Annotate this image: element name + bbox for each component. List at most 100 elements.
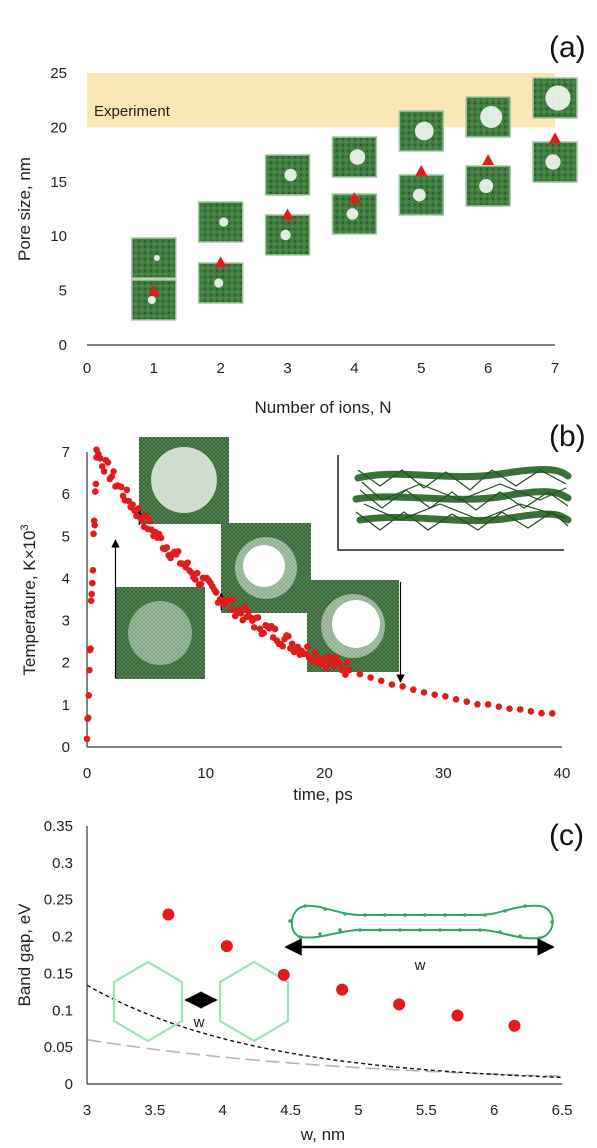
data-point (420, 689, 428, 696)
y-tick-label: 10 (50, 228, 67, 245)
y-tick-label: 0 (59, 337, 67, 354)
y-axis-label: Pore size, nm (15, 157, 34, 261)
data-point (157, 534, 165, 542)
data-point (484, 701, 492, 708)
data-point (367, 674, 374, 681)
data-point (336, 983, 349, 996)
y-tick-label: 15 (50, 174, 67, 191)
pore-snapshot (532, 77, 578, 183)
data-point (340, 666, 347, 673)
data-point (442, 692, 449, 700)
y-tick-labels: 0 1 2 3 4 5 6 7 (62, 444, 70, 756)
data-point (192, 576, 199, 583)
data-point (345, 666, 353, 674)
temperature-snapshots (115, 437, 399, 679)
data-point (110, 468, 117, 475)
data-markers (162, 908, 521, 1032)
y-tick-label: 0 (62, 739, 70, 756)
data-point (549, 132, 561, 144)
data-point (88, 590, 96, 598)
data-point (91, 521, 99, 529)
data-point (87, 597, 95, 604)
gray-fit-curve (86, 1038, 563, 1078)
data-point (516, 706, 524, 713)
data-point (123, 486, 131, 494)
data-point (92, 480, 100, 488)
data-point (241, 603, 248, 611)
data-point (277, 968, 290, 981)
y-tick-labels: 0 5 10 15 20 25 (50, 65, 67, 354)
data-point (548, 710, 556, 717)
data-point (452, 696, 460, 703)
pore-snapshots (131, 77, 578, 321)
x-tick-label: 5 (354, 1102, 362, 1119)
data-point (279, 642, 287, 650)
data-point (342, 671, 349, 678)
data-point (336, 660, 344, 667)
data-point (288, 640, 296, 648)
y-tick-label: 4 (62, 570, 70, 587)
data-point (237, 609, 245, 617)
data-point (98, 463, 106, 470)
data-point (212, 589, 220, 596)
data-point (302, 650, 309, 658)
data-point (97, 455, 104, 462)
pore-snapshot (131, 237, 177, 321)
data-point (142, 512, 150, 519)
y-tick-label: 3 (62, 613, 70, 630)
pore-hole (214, 278, 224, 288)
data-point (90, 530, 97, 538)
data-point (431, 691, 439, 698)
x-tick-label: 40 (554, 765, 571, 782)
x-tick-label: 3 (283, 360, 291, 377)
hexagon-inset: w (112, 960, 290, 1043)
data-point (104, 459, 112, 466)
data-point (271, 625, 279, 633)
data-point (230, 596, 237, 603)
data-point (508, 1019, 521, 1032)
data-point (330, 662, 338, 670)
nanowire-inset (337, 455, 572, 551)
x-tick-label: 3 (83, 1102, 91, 1119)
pore-snapshot (264, 154, 311, 256)
data-point (193, 569, 201, 577)
pore-hole (479, 179, 494, 193)
data-point (87, 645, 94, 652)
data-point (174, 548, 182, 555)
x-tick-label: 20 (316, 765, 333, 782)
pore-hole (349, 149, 366, 165)
x-tick-labels: 0 1 2 3 4 5 6 7 (83, 360, 559, 377)
y-tick-label: 0 (65, 1076, 73, 1093)
y-tick-label: 0.3 (52, 855, 73, 872)
y-tick-label: 1 (62, 697, 70, 714)
data-point (86, 666, 93, 674)
pore-hole (414, 121, 434, 141)
data-point (281, 208, 294, 220)
ribbon-inset: w (284, 904, 555, 974)
pore-hole (280, 229, 291, 241)
pore-snapshot (197, 201, 244, 304)
pore-hole (412, 188, 426, 202)
data-point (344, 659, 351, 666)
x-tick-label: 4 (219, 1102, 227, 1119)
data-point (220, 940, 233, 953)
pore-hole (147, 296, 156, 304)
y-tick-label: 5 (59, 283, 67, 300)
pore-snapshot (398, 110, 445, 216)
data-point (506, 705, 513, 713)
hexagon-gap-label: w (193, 1014, 205, 1031)
x-tick-label: 0 (83, 360, 91, 377)
data-point (393, 998, 406, 1011)
x-tick-labels: 3 3.5 4 4.5 5 5.5 6 6.5 (83, 1102, 573, 1119)
data-point (84, 714, 92, 722)
x-tick-label: 6 (484, 360, 492, 377)
data-point (89, 579, 96, 587)
data-point (214, 256, 227, 268)
y-tick-label: 0.35 (44, 818, 73, 835)
y-tick-label: 0.05 (44, 1039, 73, 1056)
data-markers (147, 132, 561, 296)
data-point (108, 473, 115, 481)
y-tick-labels: 0 0.05 0.1 0.15 0.2 0.25 0.3 0.35 (44, 818, 73, 1093)
y-tick-label: 5 (62, 528, 70, 545)
y-tick-label: 6 (62, 486, 70, 503)
